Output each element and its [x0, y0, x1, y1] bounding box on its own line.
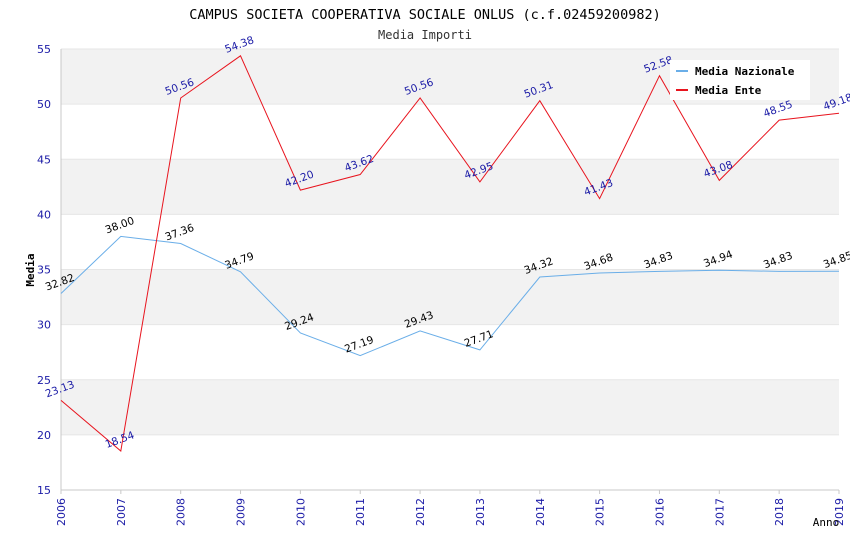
grid-band — [61, 214, 839, 270]
legend-box — [670, 60, 810, 100]
x-tick-label: 2014 — [534, 498, 547, 526]
grid-band — [61, 269, 839, 325]
grid-band — [61, 324, 839, 380]
y-tick-label: 55 — [37, 43, 51, 56]
x-tick-label: 2016 — [653, 498, 666, 526]
x-tick-label: 2017 — [713, 498, 726, 526]
legend-label: Media Ente — [695, 84, 762, 97]
legend-label: Media Nazionale — [695, 65, 795, 78]
plot-background-bands — [61, 49, 839, 490]
y-tick-label: 45 — [37, 153, 51, 166]
legend: Media Nazionale Media Ente — [670, 60, 810, 100]
x-tick-label: 2018 — [773, 498, 786, 526]
y-tick-label: 20 — [37, 429, 51, 442]
x-tick-label: 2012 — [414, 498, 427, 526]
x-tick-label: 2015 — [594, 498, 607, 526]
grid-band — [61, 379, 839, 435]
x-axis-label: Anno — [813, 516, 840, 529]
grid-band — [61, 104, 839, 160]
x-tick-label: 2006 — [55, 498, 68, 526]
x-tick-label: 2013 — [474, 498, 487, 526]
axes: 15 20 25 30 35 40 45 50 55 2006 2007 2008 2009 2010 20… — [37, 43, 846, 526]
series-lines — [60, 55, 840, 452]
y-tick-label: 30 — [37, 319, 51, 332]
x-tick-label: 2010 — [294, 498, 307, 526]
y-tick-label: 50 — [37, 98, 51, 111]
y-tick-label: 15 — [37, 484, 51, 497]
x-tick-label: 2019 — [833, 498, 846, 526]
series-line — [60, 55, 840, 452]
series-line — [60, 235, 840, 357]
grid-band — [61, 434, 839, 490]
y-tick-label: 25 — [37, 374, 51, 387]
grid-band — [61, 159, 839, 215]
x-tick-label: 2008 — [175, 498, 188, 526]
chart-subtitle: Media Importi — [378, 28, 472, 42]
x-tick-label: 2007 — [115, 498, 128, 526]
y-tick-label: 40 — [37, 208, 51, 221]
y-axis-label: Media — [24, 253, 37, 286]
chart-title: CAMPUS SOCIETA COOPERATIVA SOCIALE ONLUS… — [189, 7, 660, 23]
x-tick-label: 2011 — [354, 498, 367, 526]
y-tick-label: 35 — [37, 264, 51, 277]
x-tick-label: 2009 — [235, 498, 248, 526]
